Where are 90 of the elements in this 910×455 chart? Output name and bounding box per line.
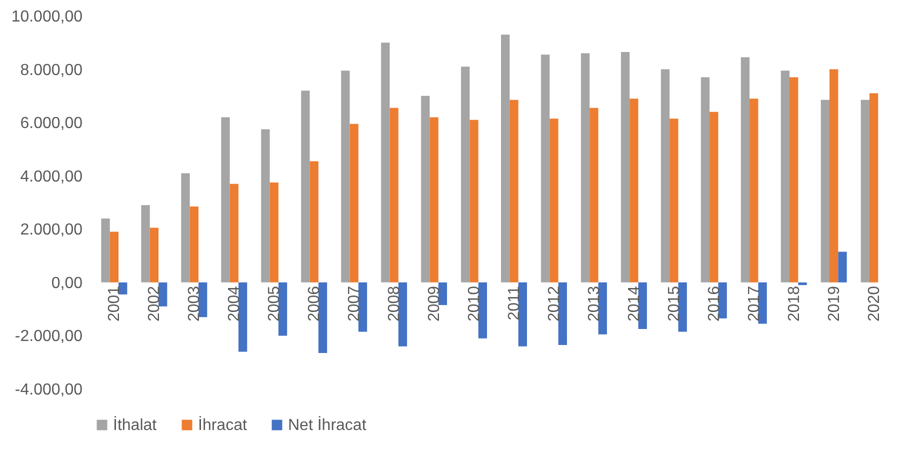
bar [430, 117, 438, 282]
x-tick-label: 2007 [346, 286, 364, 322]
bar [221, 117, 230, 282]
bar [798, 282, 807, 286]
bar [150, 228, 158, 282]
x-tick-label: 2010 [466, 286, 484, 322]
bar [278, 282, 288, 336]
y-tick-label: 8.000,00 [20, 62, 83, 79]
x-tick-label: 2016 [706, 286, 723, 322]
bar [790, 77, 798, 282]
legend-label: Net İhracat [288, 416, 367, 434]
y-tick-label: 4.000,00 [20, 168, 83, 186]
bar [381, 42, 390, 282]
bar [341, 70, 350, 282]
bar [390, 108, 398, 282]
bar [540, 54, 550, 282]
bar [740, 57, 750, 282]
bar [190, 206, 198, 282]
x-tick-label: 2001 [106, 286, 124, 322]
bar [638, 282, 647, 330]
x-tick-label: 2011 [506, 286, 523, 320]
y-tick-label: 10.000,00 [11, 8, 83, 26]
bar [750, 98, 758, 282]
x-tick-label: 2019 [826, 286, 843, 322]
y-tick-label: 2.000,00 [20, 222, 83, 239]
bar [758, 282, 767, 324]
bar [630, 98, 638, 282]
bar [358, 282, 368, 332]
bar [580, 53, 590, 282]
bar [869, 93, 878, 282]
bar [141, 205, 150, 282]
bar [318, 282, 328, 354]
bar [550, 118, 558, 282]
bar [470, 120, 478, 282]
bar [820, 100, 830, 282]
legend-label: İhracat [198, 416, 248, 434]
bar [620, 52, 630, 282]
bar [838, 252, 847, 282]
bar [398, 282, 408, 346]
bar [421, 96, 430, 282]
bar [181, 173, 190, 282]
bar [478, 282, 488, 338]
bar [438, 282, 448, 306]
x-tick-label: 2003 [186, 286, 204, 322]
x-tick-label: 2012 [546, 286, 563, 322]
bar [710, 112, 718, 282]
bar [500, 34, 510, 282]
bar [780, 70, 790, 282]
bar [860, 100, 870, 282]
y-tick-label: 6.000,00 [20, 115, 83, 132]
bar [670, 118, 678, 282]
bar [310, 161, 318, 282]
bar [110, 232, 119, 282]
x-tick-label: 2009 [426, 286, 444, 322]
x-tick-label: 2013 [586, 286, 603, 322]
y-tick-label: -4.000,00 [14, 382, 83, 398]
bar [101, 218, 110, 282]
x-tick-label: 2008 [386, 286, 404, 322]
bar [118, 282, 128, 294]
x-tick-label: 2004 [226, 286, 244, 322]
bar [461, 66, 470, 282]
bar [510, 100, 518, 282]
bar [270, 182, 278, 282]
bar [598, 282, 607, 334]
bar [238, 282, 248, 352]
bar [678, 282, 687, 332]
bar [718, 282, 727, 318]
bar [230, 184, 238, 282]
bar [518, 282, 527, 346]
y-tick-label: 0,00 [51, 274, 83, 292]
x-tick-label: 2017 [746, 286, 763, 322]
x-tick-label: 2015 [666, 286, 683, 322]
bar [830, 69, 838, 282]
legend-label: İthalat [113, 416, 158, 434]
bar [158, 282, 168, 306]
bar [700, 77, 710, 282]
bar [198, 282, 208, 318]
bar [590, 108, 598, 282]
x-tick-label: 2020 [866, 286, 883, 322]
bar [558, 282, 567, 346]
x-tick-label: 2005 [266, 286, 284, 322]
x-tick-label: 2006 [306, 286, 324, 322]
bar [660, 69, 670, 282]
x-tick-label: 2014 [626, 286, 643, 322]
bar [261, 129, 270, 282]
y-tick-label: -2.000,00 [14, 328, 83, 346]
bar [350, 124, 358, 282]
x-tick-label: 2002 [146, 286, 164, 322]
x-tick-label: 2018 [786, 286, 803, 322]
bar [301, 90, 310, 282]
